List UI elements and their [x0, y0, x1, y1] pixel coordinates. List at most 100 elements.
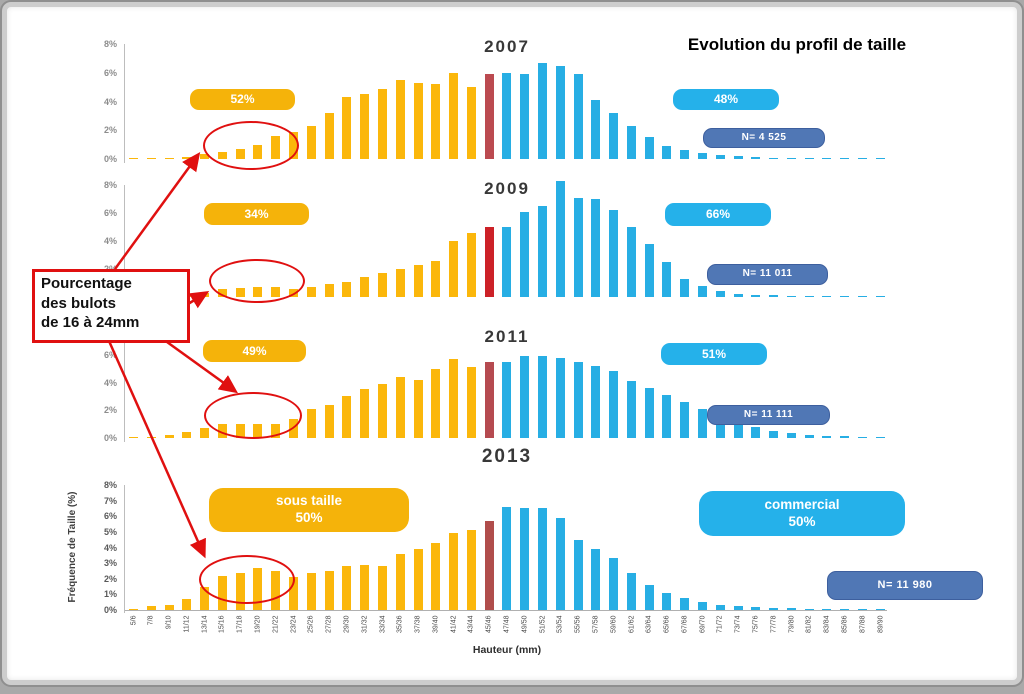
bar-sous-taille [431, 543, 440, 610]
bar-limit-45-46 [485, 521, 494, 610]
y-tick-label: 8% [85, 480, 117, 490]
bar-commercial [680, 150, 689, 159]
bar-commercial [698, 409, 707, 438]
bar-commercial [645, 137, 654, 159]
x-tick-label: 37/38 [414, 616, 423, 646]
x-tick-label: 67/68 [680, 616, 689, 646]
y-tick-label: 6% [85, 68, 117, 78]
bar-commercial [591, 366, 600, 438]
bar-sous-taille [182, 432, 191, 438]
bar-commercial [769, 431, 778, 438]
x-tick-label: 83/84 [823, 616, 832, 646]
bar-commercial [840, 158, 849, 160]
bar-sous-taille [325, 571, 334, 610]
bar-commercial [662, 262, 671, 297]
annotation-box: Pourcentage des bulots de 16 à 24mm [32, 269, 190, 343]
bar-sous-taille [449, 73, 458, 159]
bar-commercial [769, 158, 778, 160]
bar-commercial [680, 598, 689, 610]
x-tick-label: 51/52 [538, 616, 547, 646]
x-tick-label: 31/32 [360, 616, 369, 646]
y-tick-label: 4% [85, 236, 117, 246]
x-tick-label: 75/76 [752, 616, 761, 646]
sample-count-badge-2007: N= 4 525 [703, 128, 825, 148]
commercial-pct-badge-2013: commercial 50% [699, 491, 905, 536]
bar-sous-taille [200, 293, 209, 297]
bar-commercial [627, 573, 636, 611]
y-axis-line [124, 327, 125, 442]
x-axis-title: Hauteur (mm) [387, 644, 627, 656]
y-tick-label: 7% [85, 496, 117, 506]
x-tick-label: 47/48 [503, 616, 512, 646]
bar-sous-taille [414, 380, 423, 438]
bar-sous-taille [378, 384, 387, 438]
bar-sous-taille [360, 565, 369, 610]
x-tick-label: 11/12 [182, 616, 191, 646]
bar-commercial [591, 549, 600, 610]
x-tick-label: 35/36 [396, 616, 405, 646]
bar-sous-taille [449, 241, 458, 297]
bar-commercial [787, 158, 796, 160]
bar-commercial [556, 181, 565, 297]
x-tick-label: 25/26 [307, 616, 316, 646]
bar-commercial [787, 296, 796, 298]
bar-sous-taille [414, 265, 423, 297]
bar-commercial [609, 210, 618, 297]
x-tick-label: 87/88 [858, 616, 867, 646]
bar-commercial [502, 73, 511, 159]
bar-commercial [734, 423, 743, 438]
x-tick-label: 85/86 [840, 616, 849, 646]
sample-count-badge-2009: N= 11 011 [707, 264, 828, 285]
bar-sous-taille [147, 158, 156, 160]
x-tick-label: 59/60 [609, 616, 618, 646]
sous-taille-pct-badge-2011: 49% [203, 340, 306, 362]
bar-commercial [574, 362, 583, 438]
bar-sous-taille [467, 87, 476, 159]
y-axis-line [124, 485, 125, 613]
bar-commercial [645, 244, 654, 297]
bar-sous-taille [307, 573, 316, 611]
bar-commercial [609, 371, 618, 438]
bar-commercial [698, 602, 707, 610]
sous-taille-pct: 50% [295, 510, 322, 527]
highlight-ellipse-2011 [204, 392, 302, 439]
bar-commercial [574, 74, 583, 159]
bar-sous-taille [360, 94, 369, 159]
x-tick-label: 79/80 [787, 616, 796, 646]
y-axis-title: Fréquence de Taille (%) [67, 485, 79, 609]
x-tick-label: 65/66 [663, 616, 672, 646]
x-tick-label: 63/64 [645, 616, 654, 646]
bar-commercial [645, 388, 654, 438]
bar-sous-taille [396, 377, 405, 438]
bar-commercial [840, 436, 849, 438]
bar-sous-taille [396, 80, 405, 159]
commercial-pct-badge-2011: 51% [661, 343, 767, 365]
y-tick-label: 8% [85, 180, 117, 190]
x-axis-line [125, 610, 887, 611]
annotation-line-3: de 16 à 24mm [41, 313, 187, 333]
y-tick-label: 8% [85, 39, 117, 49]
y-tick-label: 2% [85, 125, 117, 135]
bar-commercial [822, 296, 831, 298]
bar-commercial [645, 585, 654, 610]
bar-commercial [751, 427, 760, 438]
bar-commercial [520, 74, 529, 159]
bar-sous-taille [431, 261, 440, 297]
sous-taille-pct-badge-2009: 34% [204, 203, 309, 225]
bar-commercial [680, 279, 689, 297]
bar-commercial [609, 558, 618, 610]
bar-commercial [556, 66, 565, 159]
bar-commercial [876, 437, 885, 439]
highlight-ellipse-2013 [199, 555, 295, 604]
bar-sous-taille [360, 277, 369, 297]
highlight-ellipse-2009 [209, 259, 305, 303]
x-tick-label: 81/82 [805, 616, 814, 646]
x-tick-label: 73/74 [734, 616, 743, 646]
x-tick-label: 71/72 [716, 616, 725, 646]
bar-sous-taille [360, 389, 369, 438]
bar-commercial [734, 156, 743, 159]
bar-commercial [858, 296, 867, 298]
bar-commercial [680, 402, 689, 438]
commercial-pct: 50% [788, 514, 815, 531]
